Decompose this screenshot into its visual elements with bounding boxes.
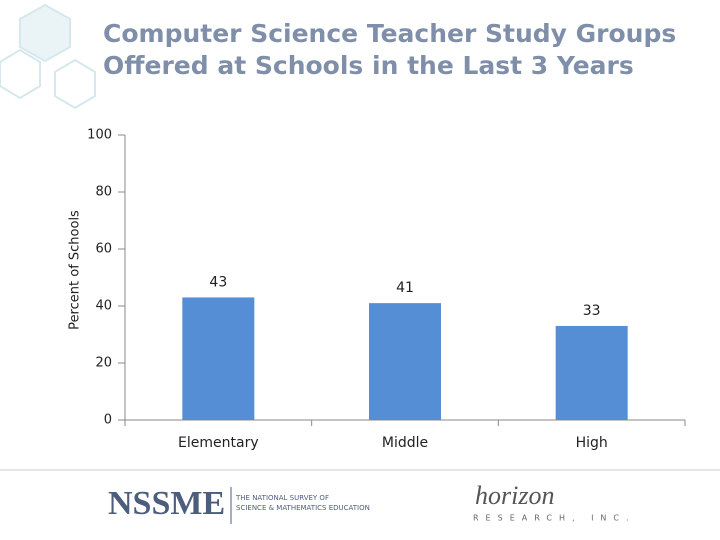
x-tick-label: Middle [382, 435, 428, 451]
x-tick-label: High [576, 435, 608, 451]
y-tick-label: 80 [95, 185, 112, 200]
y-tick-label: 100 [87, 128, 112, 143]
y-tick-label: 40 [95, 299, 112, 314]
y-tick-label: 0 [104, 413, 112, 428]
footer-survey-2: SCIENCE & MATHEMATICS EDUCATION [236, 504, 370, 512]
y-tick-label: 20 [95, 356, 112, 371]
bar [555, 325, 628, 420]
y-tick-label: 60 [95, 242, 112, 257]
chart-title: Computer Science Teacher Study Groups Of… [103, 19, 677, 80]
x-tick-label: Elementary [178, 435, 259, 451]
data-label: 41 [396, 280, 414, 296]
footer-horizon: horizon [475, 481, 554, 510]
footer-research: RESEARCH, INC. [473, 514, 636, 523]
bar [182, 297, 255, 420]
footer-logo: NSSME [108, 485, 225, 522]
data-label: 33 [583, 303, 601, 319]
footer-survey-1: THE NATIONAL SURVEY OF [235, 494, 329, 502]
decoration [0, 3, 96, 110]
data-label: 43 [209, 274, 227, 290]
bar [369, 303, 441, 420]
y-axis-label: Percent of Schools [68, 210, 83, 330]
